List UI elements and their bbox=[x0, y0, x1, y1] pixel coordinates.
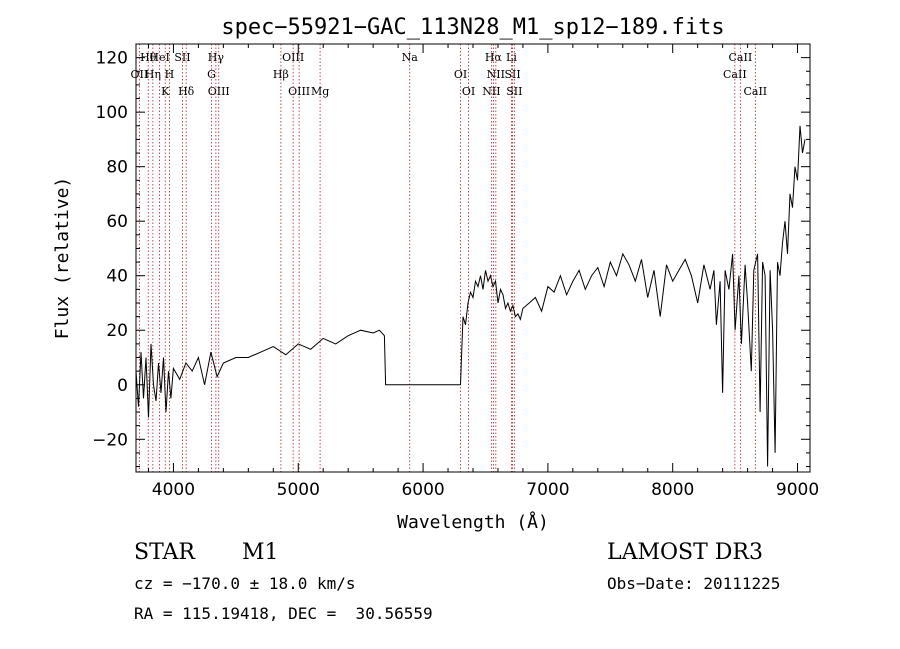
x-tick-label: 9000 bbox=[776, 480, 819, 500]
annotation-label: Mg bbox=[311, 85, 329, 98]
annotation-label: Hβ bbox=[273, 68, 289, 81]
radec-label: RA = 115.19418, DEC = 30.56559 bbox=[134, 604, 433, 623]
obs-date-label: Obs−Date: 20111225 bbox=[607, 574, 781, 593]
annotation-label: Hγ bbox=[208, 51, 225, 64]
annotation-label: Hθ bbox=[140, 51, 157, 64]
x-tick-label: 7000 bbox=[526, 480, 569, 500]
subclass-label: M1 bbox=[242, 540, 279, 565]
annotation-label: NII bbox=[487, 68, 505, 81]
annotation-label: OIII bbox=[282, 51, 304, 64]
spectrum-series-line bbox=[135, 125, 806, 467]
y-tick-label: 80 bbox=[106, 158, 128, 178]
annotation-label: H bbox=[165, 68, 175, 81]
annotation-label: Hδ bbox=[178, 85, 195, 98]
annotation-label: OI bbox=[462, 85, 475, 98]
annotation-label: OIII bbox=[208, 85, 230, 98]
annotation-label: Na bbox=[402, 51, 419, 64]
y-tick-label: 40 bbox=[106, 267, 128, 287]
annotation-label: CaII bbox=[723, 68, 747, 81]
x-tick-label: 4000 bbox=[152, 480, 195, 500]
y-tick-label: −20 bbox=[92, 430, 128, 450]
annotation-label: Hα bbox=[485, 51, 503, 64]
annotation-label: OIII bbox=[288, 85, 310, 98]
chart-title: spec−55921−GAC_113N28_M1_sp12−189.fits bbox=[221, 15, 724, 40]
x-tick-label: 8000 bbox=[651, 480, 694, 500]
annotation-label: HeI bbox=[149, 51, 169, 64]
plot-frame bbox=[135, 43, 811, 473]
annotation-label: G bbox=[207, 68, 216, 81]
annotation-label: SII bbox=[506, 85, 522, 98]
cz-label: cz = −170.0 ± 18.0 km/s bbox=[134, 574, 356, 593]
x-tick-label: 6000 bbox=[401, 480, 444, 500]
y-tick-label: 120 bbox=[96, 49, 128, 69]
annotation-label: NII bbox=[482, 85, 500, 98]
y-tick-label: 20 bbox=[106, 321, 128, 341]
annotation-label: Li bbox=[506, 51, 517, 64]
x-tick-label: 5000 bbox=[277, 480, 320, 500]
y-tick-label: 100 bbox=[96, 103, 128, 123]
annotation-label: OI bbox=[454, 68, 467, 81]
annotation-label: SII bbox=[174, 51, 190, 64]
annotation-label: CaII bbox=[743, 85, 767, 98]
object-type-label: STAR bbox=[134, 540, 195, 565]
y-tick-label: 0 bbox=[117, 376, 128, 396]
y-tick-label: 60 bbox=[106, 212, 128, 232]
annotation-label: CaII bbox=[729, 51, 753, 64]
survey-label: LAMOST DR3 bbox=[607, 540, 763, 565]
annotation-label: K bbox=[161, 85, 170, 98]
annotation-label: OII bbox=[131, 68, 149, 81]
x-axis-label: Wavelength (Å) bbox=[397, 511, 549, 533]
annotation-label: Hη bbox=[145, 68, 161, 81]
annotation-label: SII bbox=[504, 68, 520, 81]
y-axis-label: Flux (relative) bbox=[52, 177, 73, 340]
